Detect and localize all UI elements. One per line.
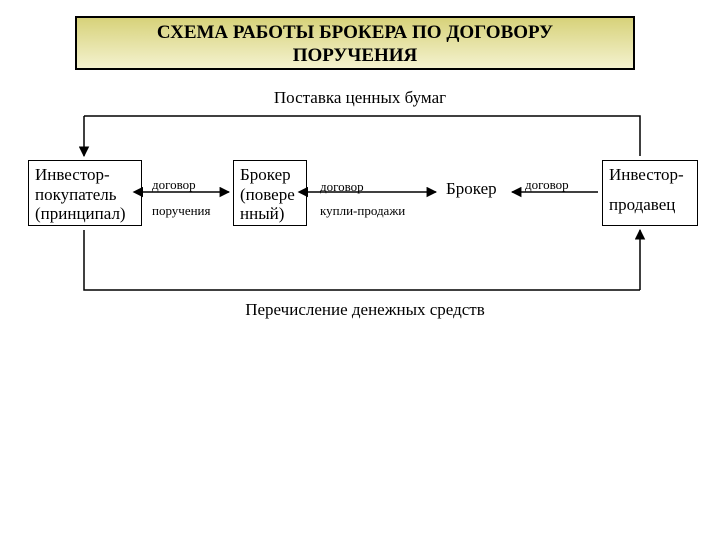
title-line1: СХЕМА РАБОТЫ БРОКЕРА ПО ДОГОВОРУ [77,22,633,45]
top-caption: Поставка ценных бумаг [240,88,480,108]
arrow-top-flow-right [84,116,640,156]
arrows-layer [0,0,720,540]
edge-label-contract-1b: поручения [152,204,211,218]
node-broker: Брокер [440,175,508,201]
edge-label-contract-1a: договор [152,178,196,192]
edge-label-contract-2b: купли-продажи [320,204,405,218]
node-broker-agent: Брокер(поверенный) [233,160,307,226]
arrow-bottom-flow-left [84,230,640,290]
node-investor-seller: Инвестор- продавец [602,160,698,226]
edge-label-contract-2a: договор [320,180,364,194]
node-investor-buyer: Инвестор-покупатель(принципал) [28,160,142,226]
diagram-title: СХЕМА РАБОТЫ БРОКЕРА ПО ДОГОВОРУ ПОРУЧЕН… [75,16,635,70]
edge-label-contract-3: договор [525,178,569,192]
bottom-caption: Перечисление денежных средств [210,300,520,320]
title-line2: ПОРУЧЕНИЯ [77,45,633,68]
